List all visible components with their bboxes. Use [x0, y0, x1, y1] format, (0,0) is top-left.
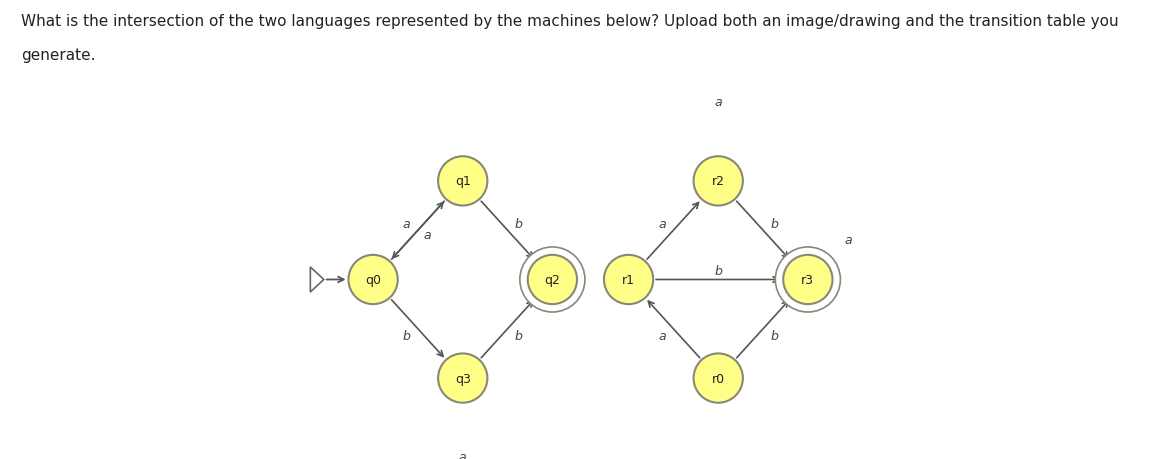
Circle shape: [438, 157, 488, 206]
Text: a: a: [403, 218, 410, 230]
Text: a: a: [659, 329, 666, 342]
Text: q1: q1: [455, 175, 471, 188]
Circle shape: [776, 247, 840, 312]
Circle shape: [527, 255, 577, 304]
Text: b: b: [515, 329, 523, 342]
Text: a: a: [715, 96, 722, 109]
Circle shape: [783, 255, 832, 304]
Circle shape: [520, 247, 585, 312]
Circle shape: [694, 354, 743, 403]
Text: a: a: [459, 450, 466, 459]
Text: b: b: [714, 264, 722, 277]
Text: r2: r2: [711, 175, 724, 188]
Text: a: a: [844, 233, 852, 246]
Circle shape: [438, 354, 488, 403]
Text: r1: r1: [622, 274, 635, 286]
Text: b: b: [770, 329, 778, 342]
Text: q2: q2: [545, 274, 560, 286]
Text: What is the intersection of the two languages represented by the machines below?: What is the intersection of the two lang…: [21, 14, 1119, 29]
Text: r3: r3: [802, 274, 815, 286]
Text: a: a: [423, 229, 430, 241]
Text: b: b: [770, 218, 778, 230]
Text: r0: r0: [711, 372, 724, 385]
Text: generate.: generate.: [21, 48, 96, 63]
Text: b: b: [403, 329, 410, 342]
Circle shape: [348, 255, 397, 304]
Text: b: b: [515, 218, 523, 230]
Text: q0: q0: [366, 274, 381, 286]
Circle shape: [694, 157, 743, 206]
Text: a: a: [659, 218, 666, 230]
Text: q3: q3: [455, 372, 471, 385]
Circle shape: [604, 255, 653, 304]
